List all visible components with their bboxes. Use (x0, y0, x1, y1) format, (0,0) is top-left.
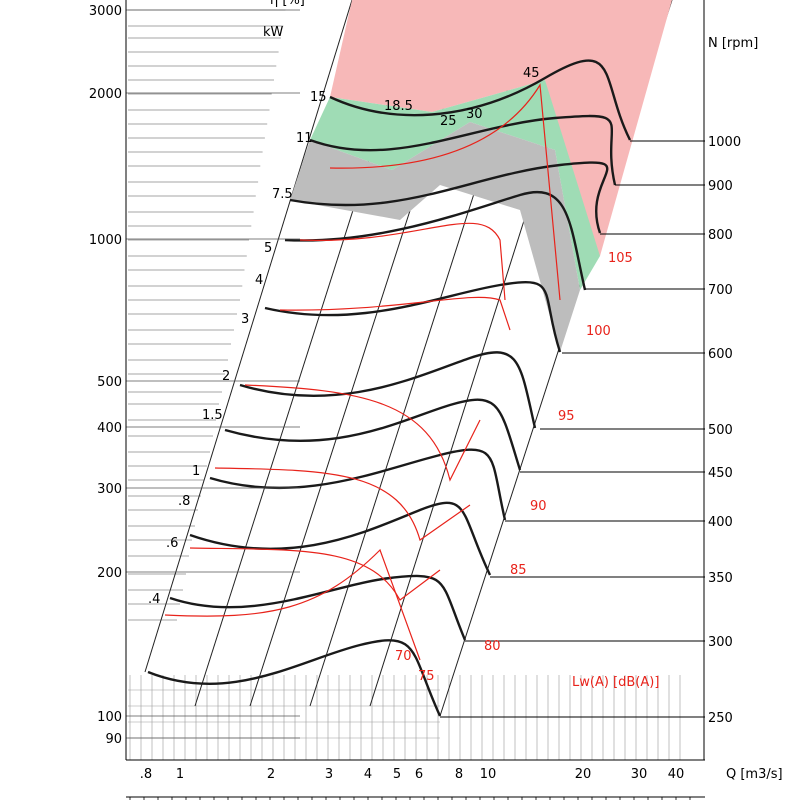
speed-label: 400 (708, 515, 733, 530)
fan-curve (289, 161, 609, 234)
zone-grey (290, 122, 580, 352)
noise-label: 75 (418, 669, 435, 684)
zones (290, 0, 672, 352)
speed-label: 250 (708, 711, 733, 726)
noise-curves (164, 83, 561, 661)
speed-label: 500 (708, 423, 733, 438)
y-tick-label: 500 (97, 375, 122, 390)
noise-curve (189, 547, 441, 601)
x-tick-label: 4 (364, 767, 372, 782)
power-label: 15 (310, 90, 327, 105)
x-axis-label: Q [m3/s] (726, 767, 783, 782)
power-label: 25 (440, 114, 457, 129)
power-label: 11 (296, 131, 313, 146)
fan-curve (169, 574, 467, 641)
speed-lines (440, 140, 705, 718)
power-label: 45 (523, 66, 540, 81)
zone-red (330, 0, 672, 256)
fan-curve (147, 639, 442, 717)
x-tick-label: .8 (140, 767, 152, 782)
y-tick-label: 90 (105, 732, 122, 747)
noise-curve (279, 296, 511, 331)
x-tick-label: 10 (480, 767, 497, 782)
speed-label: 600 (708, 347, 733, 362)
noise-label: 95 (558, 409, 575, 424)
noise-label: 70 (395, 649, 412, 664)
speed-label: 700 (708, 283, 733, 298)
power-label: 3 (241, 312, 249, 327)
x-tick-label: 6 (415, 767, 423, 782)
power-label: .4 (148, 592, 160, 607)
fan-curve (309, 114, 617, 186)
noise-label: 90 (530, 499, 547, 514)
power-label: .8 (178, 494, 190, 509)
noise-curve (299, 222, 506, 301)
power-label: 2 (222, 369, 230, 384)
power-label: .6 (166, 536, 178, 551)
power-label: 30 (466, 107, 483, 122)
noise-curve (214, 467, 471, 541)
noise-curve (164, 548, 421, 661)
speed-label: 900 (708, 179, 733, 194)
y-tick-label: 300 (97, 482, 122, 497)
noise-curve (329, 83, 561, 301)
fan-curve (329, 59, 632, 141)
y-tick-label: 3000 (89, 4, 122, 19)
power-axis-label: kW (263, 25, 284, 40)
fan-curve (284, 190, 587, 291)
fan-curve (239, 351, 537, 429)
power-label: 5 (264, 241, 272, 256)
y-tick-label: 2000 (89, 87, 122, 102)
power-label: 4 (255, 273, 263, 288)
fan-curve (189, 501, 492, 576)
power-label: 1 (192, 464, 200, 479)
x-tick-label: 3 (325, 767, 333, 782)
speed-label: 1000 (708, 135, 741, 150)
noise-axis-label: Lw(A) [dB(A)] (572, 675, 659, 690)
speed-label: 300 (708, 635, 733, 650)
y-tick-label: 1000 (89, 233, 122, 248)
noise-label: 85 (510, 563, 527, 578)
x-tick-label: 40 (668, 767, 685, 782)
x-tick-label: 20 (575, 767, 592, 782)
power-label: 18.5 (384, 99, 413, 114)
labels: 1000 900 800 700 600 500 450 400 350 300 250 N [rpm… (148, 0, 758, 726)
x-tick-label: 8 (455, 767, 463, 782)
x-tick-label: 1 (176, 767, 184, 782)
noise-label: 105 (608, 251, 633, 266)
x-tick-label: 30 (631, 767, 648, 782)
eta-axis-label: η [%] (270, 0, 305, 8)
y-tick-label: 200 (97, 566, 122, 581)
speed-axis-label: N [rpm] (708, 36, 758, 51)
noise-label: 100 (586, 324, 611, 339)
speed-label: 350 (708, 571, 733, 586)
y-tick-label: 400 (97, 421, 122, 436)
speed-label: 800 (708, 228, 733, 243)
fan-curve (224, 398, 522, 471)
power-label: 7.5 (272, 187, 293, 202)
zone-green (310, 80, 600, 290)
y-tick-label: 100 (97, 710, 122, 725)
diagonal-line (144, 0, 353, 673)
fan-curve (264, 281, 562, 353)
x-tick-label: 5 (393, 767, 401, 782)
noise-label: 80 (484, 639, 501, 654)
x-tick-label: 2 (267, 767, 275, 782)
power-label: 1.5 (202, 408, 223, 423)
speed-label: 450 (708, 466, 733, 481)
noise-curve (244, 384, 481, 482)
